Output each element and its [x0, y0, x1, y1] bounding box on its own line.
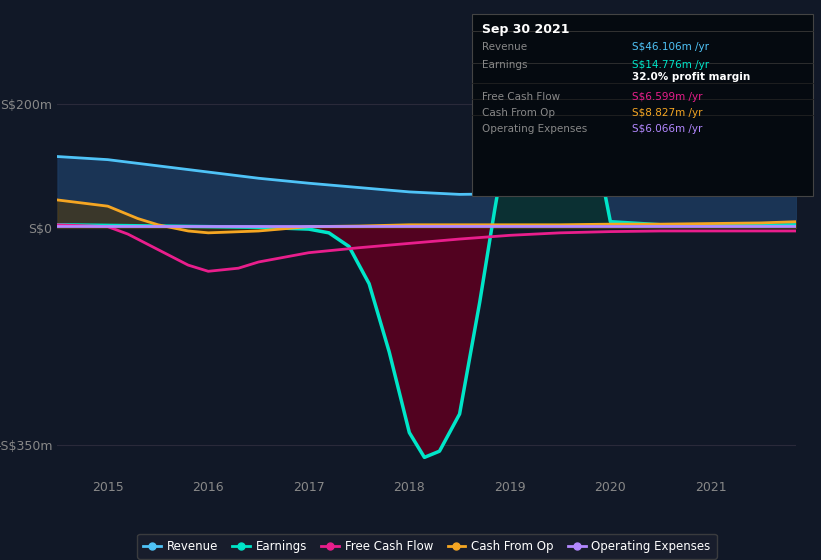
Text: Operating Expenses: Operating Expenses — [482, 124, 587, 134]
Text: S$8.827m /yr: S$8.827m /yr — [632, 108, 703, 118]
Text: Earnings: Earnings — [482, 60, 527, 70]
Text: S$14.776m /yr: S$14.776m /yr — [632, 60, 709, 70]
Text: Revenue: Revenue — [482, 42, 527, 52]
Legend: Revenue, Earnings, Free Cash Flow, Cash From Op, Operating Expenses: Revenue, Earnings, Free Cash Flow, Cash … — [137, 534, 717, 559]
Text: Sep 30 2021: Sep 30 2021 — [482, 23, 570, 36]
Text: S$46.106m /yr: S$46.106m /yr — [632, 42, 709, 52]
Text: Cash From Op: Cash From Op — [482, 108, 555, 118]
Text: S$6.599m /yr: S$6.599m /yr — [632, 92, 703, 102]
Text: 32.0% profit margin: 32.0% profit margin — [632, 72, 750, 82]
Text: S$6.066m /yr: S$6.066m /yr — [632, 124, 703, 134]
Text: Free Cash Flow: Free Cash Flow — [482, 92, 560, 102]
